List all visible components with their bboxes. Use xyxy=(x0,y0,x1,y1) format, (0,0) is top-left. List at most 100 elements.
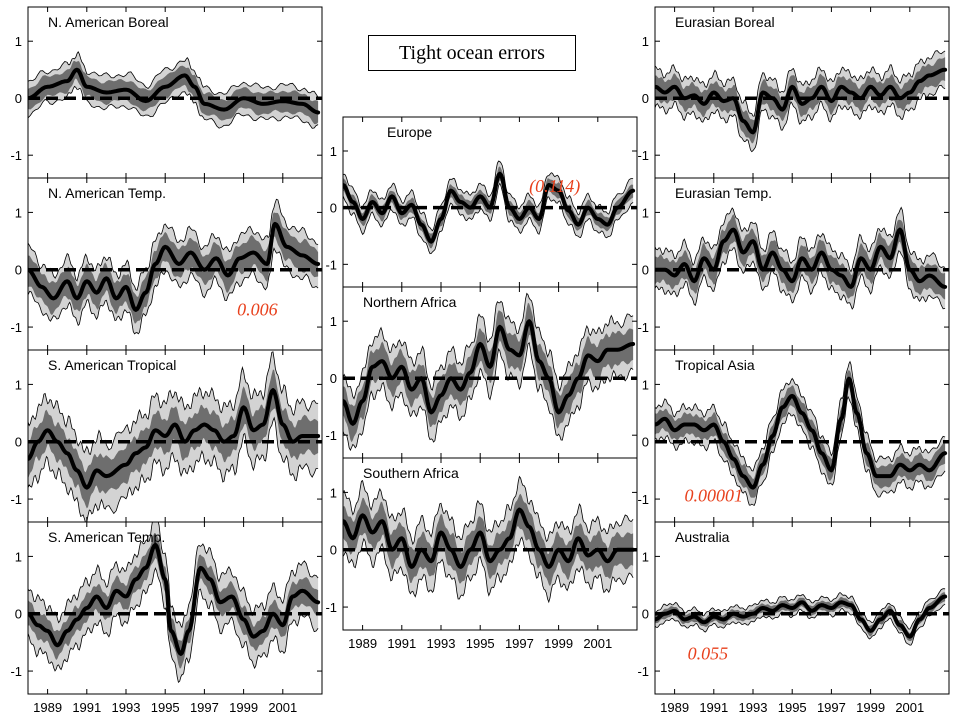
x-tick-label: 1993 xyxy=(112,700,141,715)
x-tick-label: 1997 xyxy=(505,636,534,651)
panel-title: Eurasian Temp. xyxy=(675,185,772,201)
plot-area-eu-boreal xyxy=(655,50,949,153)
upper-envelope-line xyxy=(28,198,319,292)
x-tick-label: 1999 xyxy=(856,700,885,715)
y-tick-label: 1 xyxy=(15,377,22,392)
upper-envelope-line xyxy=(343,160,634,232)
y-tick-label: 1 xyxy=(15,34,22,49)
mean-flux-line xyxy=(655,376,948,490)
y-tick-label: 1 xyxy=(642,34,649,49)
y-tick-label: -1 xyxy=(325,428,337,443)
lower-envelope-line xyxy=(343,341,634,452)
y-tick-label: -1 xyxy=(637,148,649,163)
mean-flux-line xyxy=(28,542,321,656)
y-tick-label: 0 xyxy=(642,91,649,106)
lower-envelope-line xyxy=(343,536,634,604)
mean-flux-line xyxy=(28,388,321,490)
x-tick-label: 1991 xyxy=(72,700,101,715)
x-tick-label: 1991 xyxy=(387,636,416,651)
panel-annotation: 0.006 xyxy=(237,300,278,320)
panel-title: S. American Temp. xyxy=(48,529,165,545)
panel-title: Tropical Asia xyxy=(675,357,755,373)
panel-title: N. American Temp. xyxy=(48,185,166,201)
panel-s-africa: 1 0 -1 1989 1991 1993 1995 1997 1999 2001 Southern… xyxy=(325,457,638,651)
y-tick-label: -1 xyxy=(325,600,337,615)
plot-area-trop-asia xyxy=(655,360,949,506)
panel-title: Australia xyxy=(675,529,730,545)
y-tick-label: -1 xyxy=(637,320,649,335)
panel-title: N. American Boreal xyxy=(48,14,169,30)
plot-area-australia xyxy=(655,588,949,646)
x-tick-label: 2001 xyxy=(268,700,297,715)
plot-area-s-africa xyxy=(343,475,637,604)
x-tick-label: 1993 xyxy=(739,700,768,715)
mean-flux-line xyxy=(655,67,948,135)
panel-title: Northern Africa xyxy=(363,294,457,310)
y-tick-label: 1 xyxy=(330,485,337,500)
y-tick-label: 1 xyxy=(642,549,649,564)
y-tick-label: 1 xyxy=(642,377,649,392)
y-tick-label: 0 xyxy=(642,607,649,622)
inner-uncertainty-band xyxy=(28,533,319,669)
x-tick-label: 1989 xyxy=(33,700,62,715)
mean-flux-line xyxy=(655,594,948,639)
panel-frame xyxy=(342,457,638,631)
y-tick-label: 1 xyxy=(15,549,22,564)
lower-envelope-line xyxy=(28,567,319,684)
y-tick-label: 0 xyxy=(15,263,22,278)
inner-uncertainty-band xyxy=(28,212,319,324)
panel-annotation: 0.055 xyxy=(688,644,729,664)
plot-area-n-africa xyxy=(343,292,637,452)
y-tick-label: 0 xyxy=(642,435,649,450)
panel-title: S. American Tropical xyxy=(48,357,176,373)
panel-frame xyxy=(27,521,323,695)
upper-envelope-line xyxy=(655,360,946,472)
x-tick-label: 1997 xyxy=(190,700,219,715)
plot-area-na-boreal xyxy=(28,50,322,129)
x-tick-label: 1995 xyxy=(778,700,807,715)
plot-area-europe xyxy=(343,160,637,255)
panel-europe: 1 0 -1 Europe (0.114) xyxy=(325,116,638,288)
chart-title: Tight ocean errors xyxy=(368,35,576,71)
panel-annotation: (0.114) xyxy=(529,176,580,197)
y-tick-label: 1 xyxy=(330,314,337,329)
mean-flux-line xyxy=(28,221,321,312)
upper-envelope-line xyxy=(28,351,319,455)
panel-title: Eurasian Boreal xyxy=(675,14,775,30)
x-tick-label: 1999 xyxy=(544,636,573,651)
panel-na-boreal: 1 0 -1 N. American Boreal xyxy=(10,6,323,179)
panel-trop-asia: 1 0 -1 Tropical Asia 0.00001 xyxy=(637,349,950,523)
y-tick-label: -1 xyxy=(10,664,22,679)
upper-envelope-line xyxy=(655,50,946,117)
x-tick-label: 1995 xyxy=(151,700,180,715)
inner-uncertainty-band xyxy=(28,60,319,125)
upper-envelope-line xyxy=(655,206,946,273)
y-tick-label: 1 xyxy=(330,144,337,159)
upper-envelope-line xyxy=(343,475,634,546)
mean-flux-line xyxy=(343,319,636,426)
panel-n-africa: 1 0 -1 Northern Africa xyxy=(325,286,638,459)
x-tick-label: 1997 xyxy=(817,700,846,715)
panel-na-temp: 1 0 -1 N. American Temp. 0.006 xyxy=(10,177,323,351)
plot-area-eu-temp xyxy=(655,206,949,310)
y-tick-label: 0 xyxy=(330,543,337,558)
y-tick-label: -1 xyxy=(10,492,22,507)
x-tick-label: 1999 xyxy=(229,700,258,715)
panel-frame xyxy=(654,521,950,695)
y-tick-label: -1 xyxy=(10,148,22,163)
panel-sa-tropical: 1 0 -1 S. American Tropical xyxy=(10,349,323,523)
x-tick-label: 1989 xyxy=(348,636,377,651)
lower-envelope-line xyxy=(655,247,946,310)
mean-flux-line xyxy=(343,507,636,569)
lower-envelope-line xyxy=(28,416,319,522)
panels-layer: 1 0 -1 N. American Boreal 1 0 -1 N. American Te… xyxy=(10,6,950,715)
y-tick-label: -1 xyxy=(10,320,22,335)
y-tick-label: 0 xyxy=(15,91,22,106)
panel-title: Southern Africa xyxy=(363,465,459,481)
y-tick-label: 0 xyxy=(15,435,22,450)
x-tick-label: 2001 xyxy=(895,700,924,715)
panel-title: Europe xyxy=(387,124,432,140)
y-tick-label: 0 xyxy=(642,263,649,278)
y-tick-label: -1 xyxy=(325,257,337,272)
y-tick-label: -1 xyxy=(637,664,649,679)
